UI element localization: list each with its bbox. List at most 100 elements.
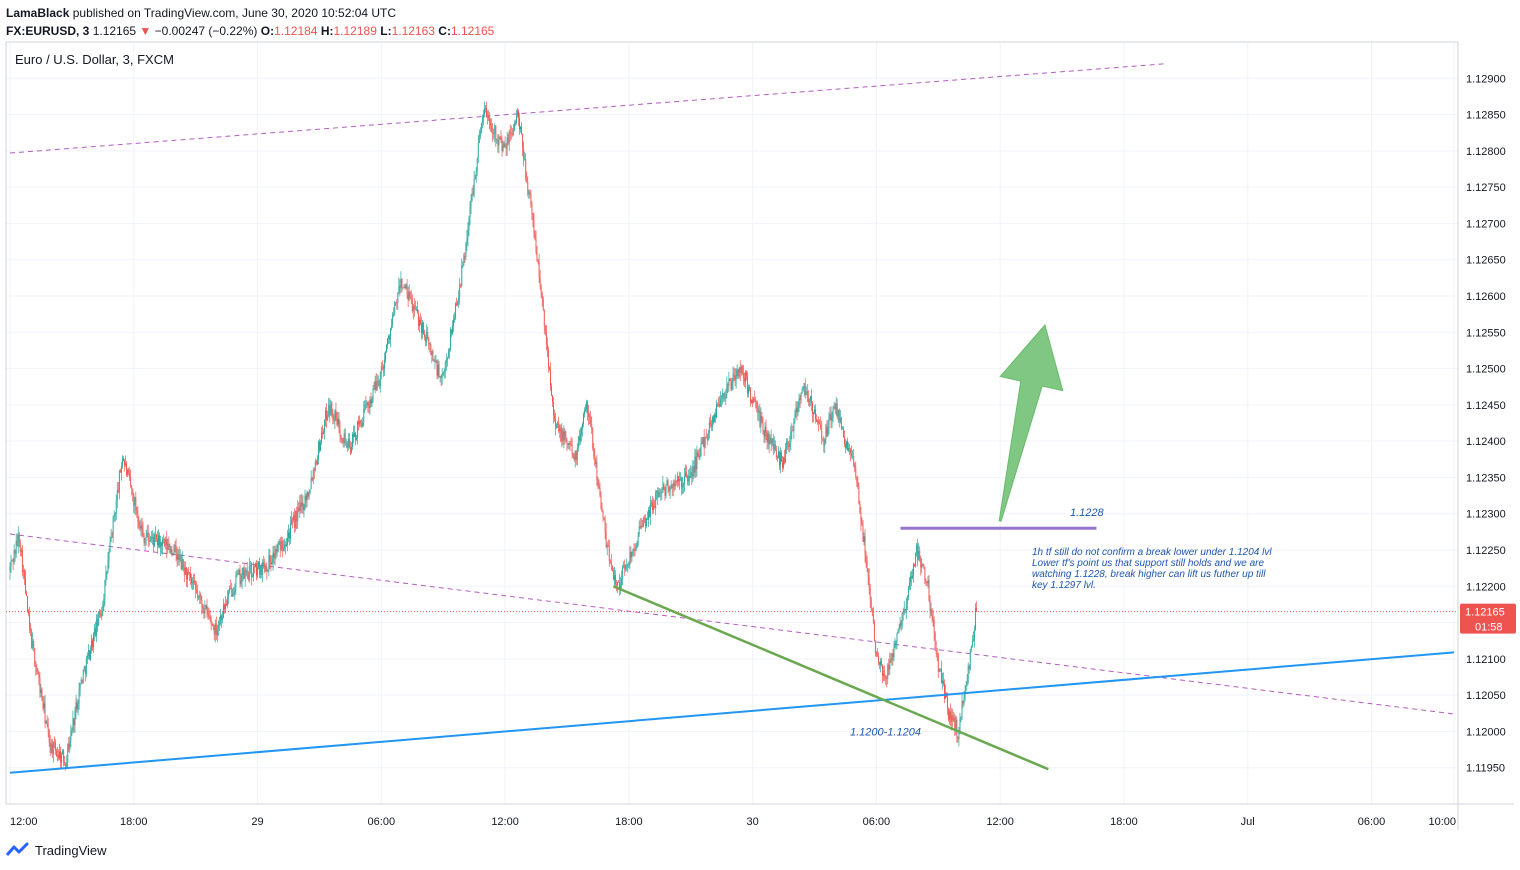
up-arrow-icon [998,323,1064,522]
candle-body [453,320,454,326]
candle [203,604,205,619]
candle-body [823,439,825,446]
candle-body [869,587,871,600]
candle-body [140,525,142,529]
candle [889,652,891,676]
candle [748,384,749,398]
candle-body [616,584,617,585]
price-axis[interactable]: 1.129001.128501.128001.127501.127001.126… [1466,73,1506,774]
candle-body [423,322,425,335]
candle [101,606,103,621]
time-tick-label: 06:00 [1358,816,1386,828]
candle-body [125,463,126,466]
candle-body [402,287,404,289]
candle [186,568,188,588]
candle [301,493,303,514]
price-tick-label: 1.12300 [1466,509,1506,521]
candle-body [395,302,397,303]
candle [219,609,221,626]
candle-body [71,729,73,731]
candle [190,566,191,585]
candle [427,326,429,340]
candle-body [184,567,186,575]
candle-body [223,604,224,618]
candle-body [749,387,750,389]
candle [883,666,885,682]
candle [484,101,485,118]
candle [563,425,565,449]
candle [712,414,714,425]
candle [128,467,130,476]
candle [769,434,771,445]
candle [330,399,332,417]
candle-body [443,370,445,374]
candle-body [183,567,185,575]
candle-body [665,485,667,496]
candle [217,620,219,637]
candle [787,438,789,451]
candle-body [757,407,759,413]
candle-body [920,558,922,568]
candle-body [849,448,851,449]
candle [912,568,913,580]
candle-body [465,243,467,257]
candle [304,489,306,511]
candle [750,386,752,407]
candle-body [690,472,692,478]
candle-body [933,619,935,633]
time-axis[interactable]: 12:00 18:00 29 06:00 12:00 18:00 30 06:00 12:00 1… [10,816,1456,828]
candle-body [26,593,27,596]
candle-body [170,549,172,553]
candle-body [528,192,530,195]
candle [82,669,84,684]
candle [322,425,323,439]
candle [345,438,347,448]
candle-body [25,577,26,594]
candle [502,140,504,153]
candle-body [291,519,293,525]
candle [174,540,176,553]
candle-body [80,679,82,684]
candle-body [480,122,482,132]
candle [341,437,343,445]
candle-body [780,452,781,466]
candle [88,649,90,660]
candle-body [166,538,168,551]
candle [13,544,15,565]
candle [321,427,322,445]
candle-body [822,438,824,440]
candle-body [28,611,30,614]
author-name[interactable]: LamaBlack [6,6,70,20]
candle [338,412,340,434]
candle-body [37,671,39,675]
candle-body [67,743,69,763]
candle [407,286,409,308]
candle-body [324,419,326,433]
candle-body [23,570,25,578]
candle [767,430,769,450]
candle-body [222,617,223,620]
tradingview-logo-icon[interactable] [6,842,30,858]
candle [819,419,821,425]
candle-body [942,680,944,684]
candle [103,593,105,611]
brand-name[interactable]: TradingView [35,842,107,858]
candle-body [922,563,924,565]
candle-body [678,479,680,482]
candle [61,752,63,770]
candle-body [747,376,748,394]
candle [807,390,809,407]
candle-body [256,563,257,576]
candle [60,746,61,770]
candle-body [577,436,579,448]
candle-body [98,611,100,626]
candle [95,621,97,637]
channel-upper-line [9,63,1166,154]
candle-body [219,615,221,622]
candle-body [627,564,629,566]
candle [739,360,741,382]
candle-body [391,324,393,328]
candle-body [856,476,858,483]
candle [515,109,517,125]
